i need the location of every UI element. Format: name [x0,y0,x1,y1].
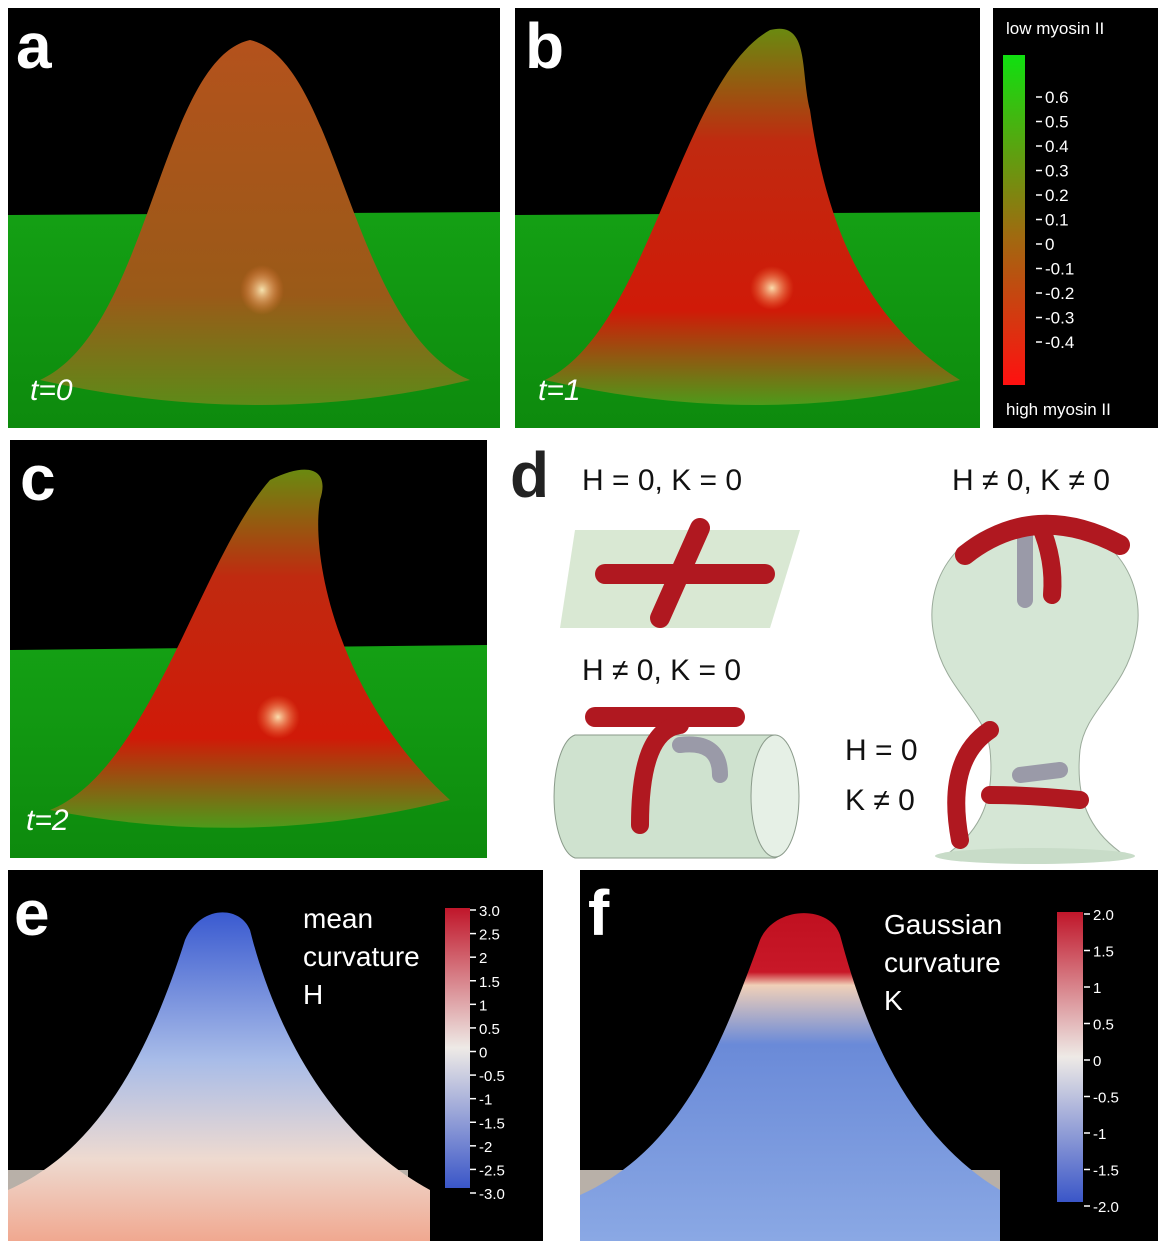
colorbar-top-label: low myosin II [1006,19,1104,38]
base [935,848,1135,864]
tick-label: -1.5 [479,1115,505,1132]
colorbar [445,908,470,1188]
time-label: t=0 [30,374,73,407]
tick-label: 0 [1045,235,1054,254]
tick-label: -0.1 [1045,260,1074,279]
tick-label: 0.6 [1045,88,1069,107]
highlight [750,266,794,310]
tick-label: 0 [1093,1053,1101,1070]
colorbar-title: mean [303,903,373,934]
tick-label: 1.5 [1093,944,1114,961]
colorbar-title: H [303,979,323,1010]
highlight [256,695,300,739]
tick-label: 1 [1093,980,1101,997]
figure: a t=0 b t=1 low myosin II high myosin II… [0,0,1158,1241]
tick-label: -2 [479,1139,492,1156]
tick-label: 1.5 [479,974,500,991]
label-saddle-h: H = 0 [845,734,918,767]
tick-label: 0.4 [1045,137,1069,156]
tick-label: 1 [479,997,487,1014]
cylinder-end [751,735,799,857]
tick-label: -0.5 [479,1068,505,1085]
colorbar-bottom-label: high myosin II [1006,400,1111,419]
colorbar-title: curvature [303,941,420,972]
tick-label: -2.0 [1093,1199,1119,1216]
tick-label: 0.2 [1045,186,1069,205]
tick-label: -1 [479,1092,492,1109]
tick-label: -0.5 [1093,1090,1119,1107]
panel-label: f [588,877,610,949]
tick-label: 0.5 [1093,1017,1114,1034]
panel-e: e mean curvature H 3.0 2.5 2 1.5 1 0.5 0 -0.5 -1 -1… [8,870,543,1241]
panel-a: a t=0 [8,8,500,428]
panel-f: f Gaussian curvature K 2.0 1.5 1 0.5 0 -0.5 -1 -1… [580,870,1158,1241]
tick-label: 3.0 [479,903,500,920]
tick-label: 2.0 [1093,907,1114,924]
tick-label: 0 [479,1045,487,1062]
panel-label: c [20,442,56,514]
tick-label: -2.5 [479,1162,505,1179]
label-flat: H = 0, K = 0 [582,464,742,497]
panel-label: a [16,10,52,82]
tick-label: 0.3 [1045,162,1069,181]
panel-label: e [14,877,50,949]
time-label: t=2 [26,804,69,837]
colorbar [1003,55,1025,385]
panel-d: d H = 0, K = 0 H ≠ 0, K = 0 H ≠ 0, K ≠ 0… [510,439,1138,864]
colorbar-panel: low myosin II high myosin II 0.6 0.5 0.4 0.… [993,8,1158,428]
colorbar-title: curvature [884,947,1001,978]
label-sphere: H ≠ 0, K ≠ 0 [952,464,1110,497]
label-cylinder: H ≠ 0, K = 0 [582,654,741,687]
tick-label: -0.4 [1045,333,1074,352]
tick-label: 0.5 [1045,113,1069,132]
tick-label: -0.3 [1045,309,1074,328]
panel-label: d [510,439,549,511]
highlight [240,265,284,315]
panel-label: b [525,10,564,82]
colorbar-title: Gaussian [884,909,1002,940]
tick-label: -3.0 [479,1186,505,1203]
tick-label: -1 [1093,1126,1106,1143]
colorbar-title: K [884,985,903,1016]
time-label: t=1 [538,374,581,407]
tick-label: 2 [479,950,487,967]
tick-label: -1.5 [1093,1163,1119,1180]
label-saddle-k: K ≠ 0 [845,784,915,817]
panel-b: b t=1 [515,8,980,428]
colorbar [1057,912,1083,1202]
tick-label: 2.5 [479,927,500,944]
tick-label: 0.5 [479,1021,500,1038]
tick-label: -0.2 [1045,284,1074,303]
panel-c: c t=2 [10,440,487,858]
tick-label: 0.1 [1045,211,1069,230]
